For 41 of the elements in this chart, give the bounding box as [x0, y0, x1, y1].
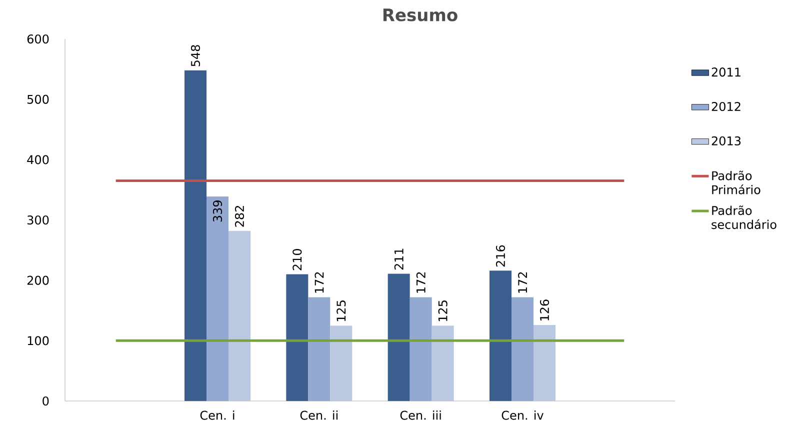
legend-label: 2013 [712, 136, 741, 146]
bar [330, 326, 352, 401]
x-tick-label: Cen. ii [300, 410, 338, 420]
legend-label: 2012 [712, 102, 740, 112]
bar [388, 274, 410, 401]
y-tick-label: 600 [27, 34, 49, 44]
data-label: 172 [518, 272, 527, 293]
bar [184, 70, 206, 401]
chart-title: Resumo [383, 8, 458, 22]
data-label: 216 [496, 245, 506, 267]
y-tick-label: 500 [27, 94, 49, 104]
bar [228, 230, 250, 401]
bar [432, 326, 454, 401]
bar [308, 297, 330, 401]
y-tick-label: 300 [27, 215, 49, 225]
data-label: 172 [416, 272, 426, 293]
data-label: 210 [292, 248, 302, 270]
bar [206, 196, 228, 401]
bar [534, 324, 556, 401]
bar [410, 297, 432, 401]
legend-label: 2011 [712, 68, 740, 77]
bar [286, 274, 308, 401]
x-tick-label: Cen. iv [502, 410, 544, 420]
y-tick-label: 0 [42, 396, 49, 406]
y-tick-label: 100 [28, 336, 49, 346]
data-label: 339 [212, 200, 222, 222]
y-tick-label: 400 [27, 155, 49, 164]
data-label: 125 [336, 300, 346, 322]
data-label: 211 [394, 248, 404, 270]
bar [490, 270, 512, 401]
x-tick-label: Cen. iii [400, 410, 441, 420]
data-label: 548 [190, 45, 200, 66]
legend-label: Padrão Primário [712, 170, 760, 194]
x-tick-label: Cen. i [200, 410, 234, 420]
data-label: 282 [234, 206, 244, 227]
legend-label: Padrão secundário [712, 206, 776, 230]
y-tick-label: 200 [27, 276, 49, 285]
data-label: 125 [438, 300, 448, 322]
data-label: 172 [314, 272, 324, 293]
bar [512, 297, 534, 401]
data-label: 126 [540, 300, 550, 320]
